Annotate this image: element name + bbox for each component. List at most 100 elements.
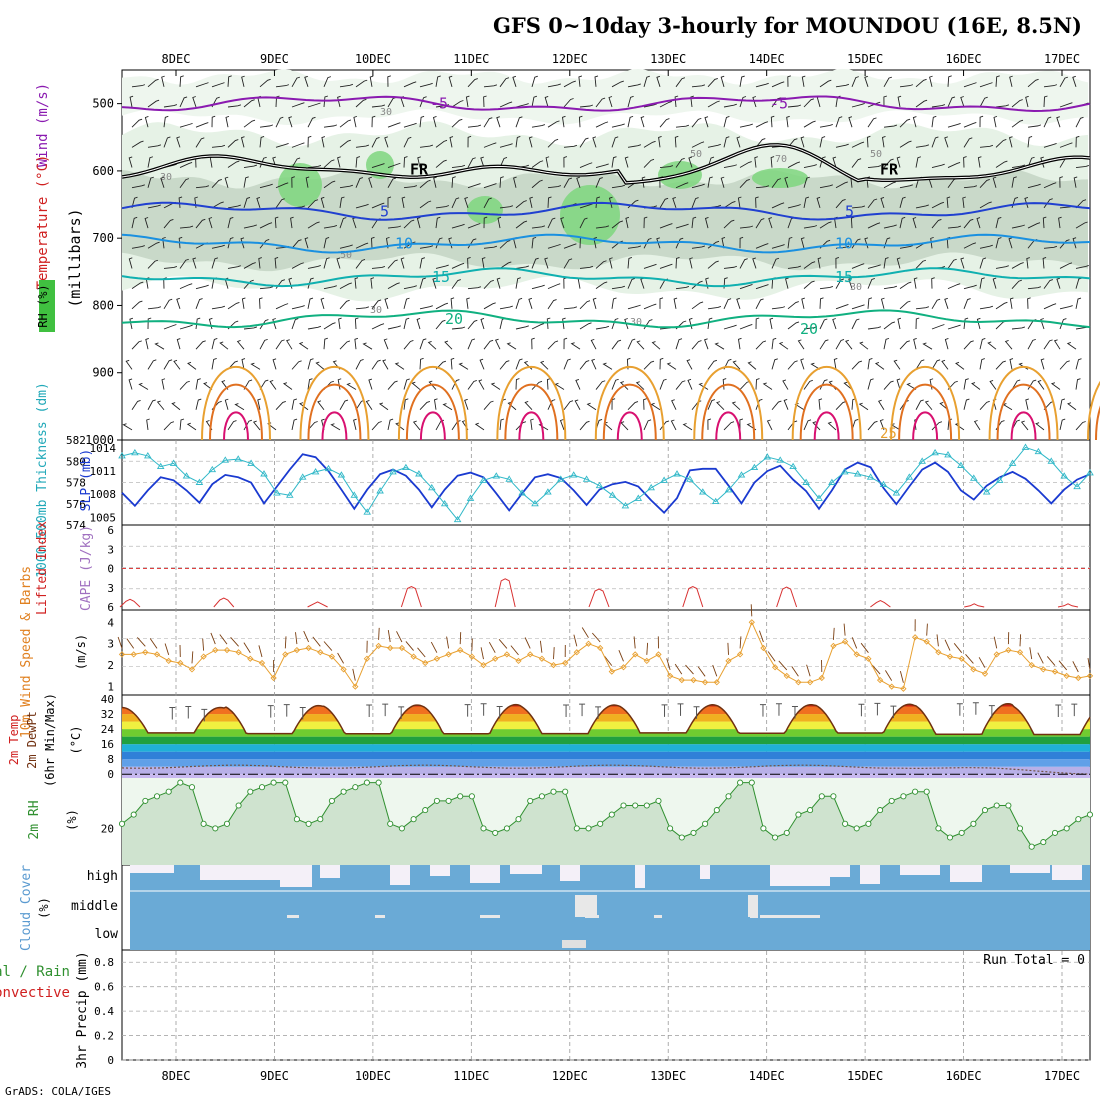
wind-barb — [545, 156, 550, 168]
wind-barb — [387, 418, 394, 431]
wind-barb — [674, 135, 679, 148]
wind-barb — [291, 418, 298, 431]
wind10m-barb — [926, 623, 928, 636]
wind-barb — [131, 140, 144, 148]
wind-barb — [403, 297, 410, 309]
wind-barb — [234, 403, 245, 411]
wind-barb — [1075, 297, 1082, 309]
wind-barb — [595, 196, 601, 208]
wind-barb — [1027, 124, 1042, 128]
thickness-marker — [608, 491, 617, 498]
wind-barb — [739, 236, 744, 249]
cloud-mid-gap — [760, 915, 820, 918]
wind-barb — [401, 196, 406, 208]
wind-barb — [1067, 402, 1077, 411]
wind-barb — [467, 78, 478, 88]
thickness-tick-label: 578 — [66, 477, 86, 490]
wind-barb — [240, 136, 245, 148]
wind10m-barb — [430, 641, 438, 653]
wind-barb — [752, 96, 757, 108]
wind-barb — [659, 197, 669, 209]
isotherm-arc — [405, 383, 460, 441]
wind-barb — [720, 75, 725, 87]
wind-barb — [186, 422, 197, 431]
wind-barb — [291, 142, 305, 148]
wind-barb — [563, 358, 571, 370]
ylabel-cloud: Cloud Cover — [19, 865, 34, 951]
temp-max-bar — [858, 703, 865, 717]
wind-barb — [755, 317, 760, 330]
wind-barb — [179, 225, 194, 229]
isotherm-arc — [321, 411, 348, 441]
cloud-level-label: middle — [71, 899, 118, 914]
wind-barb — [515, 200, 527, 209]
wind10m-marker — [118, 651, 126, 658]
isotherm-label: -5 — [770, 95, 788, 113]
wind-barb — [499, 261, 512, 269]
wind-barb — [896, 378, 901, 390]
wind-barb — [595, 97, 606, 108]
temp-band — [122, 751, 1090, 760]
wind-barb — [819, 136, 826, 148]
wind-barb — [353, 115, 358, 128]
wind-barb — [591, 358, 597, 370]
isotherm-arc — [496, 366, 567, 441]
wind10m-barb — [936, 634, 939, 647]
wind-barb — [563, 243, 577, 249]
wind10m-marker — [806, 679, 814, 686]
lifted-index-mark — [1057, 603, 1079, 608]
rh-marker — [865, 820, 872, 827]
wind-barb — [515, 265, 530, 269]
wind10m-barb — [851, 637, 858, 649]
wind-barb — [419, 179, 431, 189]
isotherm-label: 10 — [395, 235, 413, 253]
wind-barb — [563, 258, 573, 269]
wind-barb — [931, 324, 945, 330]
wind-barb — [995, 216, 1002, 229]
wind-barb — [643, 75, 650, 87]
wind-barb — [883, 285, 898, 290]
rh-marker — [235, 802, 242, 809]
wind-barb — [883, 158, 894, 168]
isotherm-line — [121, 233, 1091, 254]
wind-barb — [387, 225, 402, 229]
wind-barb — [259, 297, 263, 309]
thickness-line — [121, 446, 1091, 521]
wind-barb — [529, 196, 533, 209]
thickness-marker — [324, 464, 333, 472]
wind-barb — [403, 122, 417, 128]
wind-barb — [258, 257, 262, 269]
wind-barb — [419, 82, 433, 88]
isotherm-line — [121, 309, 1091, 329]
wind-barb — [883, 124, 898, 128]
wind-barb — [435, 302, 449, 310]
wind-barb — [138, 382, 149, 390]
panel-frame — [121, 609, 1091, 696]
wind-barb — [499, 143, 513, 148]
temp-max-bar — [956, 703, 963, 716]
wind-barb — [1027, 222, 1041, 229]
rh-marker — [818, 793, 825, 800]
wind-barb — [451, 262, 465, 269]
bottom-date-label: 13DEC — [650, 1069, 686, 1083]
wind-barb — [211, 358, 217, 370]
wind-barb — [307, 102, 321, 108]
wind-barb — [867, 264, 881, 269]
wind-barb — [707, 359, 718, 370]
wind-barb — [1075, 165, 1090, 168]
wind-barb — [864, 75, 869, 87]
wind-barb — [531, 179, 543, 189]
wind-barb — [960, 257, 965, 269]
wind-barb — [883, 76, 893, 88]
wind-barb — [451, 326, 466, 330]
wind-barb — [179, 96, 188, 108]
thickness-marker — [260, 470, 268, 477]
wind-barb — [467, 135, 472, 148]
wind-barb — [481, 257, 486, 269]
cloud-high-gap — [470, 865, 500, 883]
isotherm-arc — [594, 366, 665, 441]
wind-barb — [658, 136, 662, 148]
wind-barb — [365, 400, 373, 410]
wind-barb — [419, 401, 431, 411]
wind-barb — [778, 341, 789, 350]
